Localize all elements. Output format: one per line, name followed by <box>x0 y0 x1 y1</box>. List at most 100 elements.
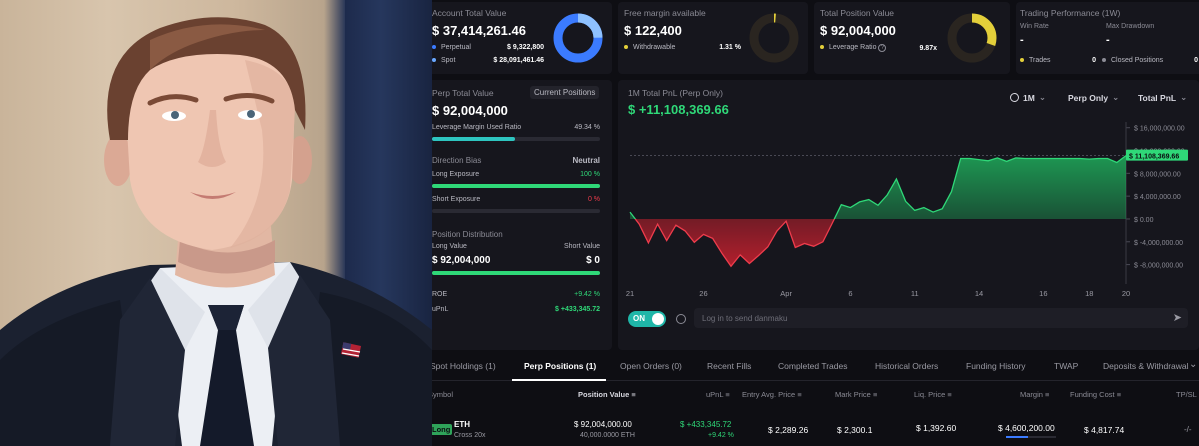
x-tick-label: 11 <box>911 289 919 298</box>
sort-icon: ≡ <box>872 390 878 399</box>
y-tick-label: $ 4,000,000.00 <box>1134 194 1181 201</box>
upnl-cell: $ +433,345.72 <box>680 420 732 429</box>
chevron-down-icon: ⌄ <box>1180 92 1188 102</box>
leverage-margin-bar <box>432 137 600 141</box>
side-badge: Long <box>432 424 453 435</box>
tab-completed-trades[interactable]: Completed Trades <box>778 361 848 371</box>
y-tick-label: $ 16,000,000.00 <box>1134 126 1185 133</box>
sort-icon: ≡ <box>947 390 952 399</box>
max-drawdown-label: Max Drawdown <box>1106 23 1155 30</box>
current-value-badge <box>1126 149 1188 161</box>
account-value-card: Account Total Value $ 37,414,261.46 Perp… <box>432 2 612 74</box>
active-tab-underline <box>512 379 606 381</box>
account-perpetual-row: Perpetual $ 9,322,800 <box>432 44 544 51</box>
margin-donut-chart <box>749 13 799 63</box>
x-tick-label: 21 <box>626 289 634 298</box>
long-exposure-fill <box>432 184 600 188</box>
person-illustration <box>0 17 432 446</box>
col-entry-price[interactable]: Entry Avg. Price ≡ <box>742 390 802 399</box>
long-exposure-label: Long Exposure <box>432 171 480 178</box>
distribution-bar <box>432 271 600 275</box>
mark-price-cell: $ 2,300.1 <box>837 425 873 435</box>
withdrawable-value: 1.31 % <box>719 44 741 51</box>
closed-dot-icon <box>1102 58 1106 63</box>
margin-usage-bar <box>1006 436 1056 438</box>
settings-icon[interactable] <box>676 314 686 324</box>
danmaku-toggle[interactable]: ON <box>628 311 666 327</box>
col-position-value[interactable]: Position Value ≡ <box>578 390 636 399</box>
pnl-area-chart: $ 16,000,000.00$ 12,000,000.00$ 8,000,00… <box>626 122 1188 298</box>
sort-icon: ≡ <box>631 390 636 399</box>
leverage-ratio-label: Leverage Ratio <box>829 44 877 51</box>
perp-only-button[interactable]: Perp Only ⌄ <box>1068 92 1119 103</box>
leverage-margin-label: Leverage Margin Used Ratio <box>432 124 522 131</box>
pnl-chart-card: 1M Total PnL (Perp Only) $ +11,108,369.6… <box>618 80 1199 350</box>
col-funding-cost[interactable]: Funding Cost ≡ <box>1070 390 1121 399</box>
col-position-value-label: Position Value <box>578 390 630 399</box>
account-spot-row: Spot $ 28,091,461.46 <box>432 57 544 64</box>
pnl-chart-label: 1M Total PnL (Perp Only) <box>628 88 723 98</box>
trades-value: 0 <box>1092 57 1096 64</box>
col-symbol[interactable]: Symbol <box>432 390 454 399</box>
leverage-dot-icon <box>820 45 824 50</box>
col-upnl-label: uPnL <box>706 390 724 399</box>
closed-positions-value: 0 <box>1194 57 1198 64</box>
time-range-button[interactable]: 1M ⌄ <box>1010 92 1046 103</box>
trading-performance-card: Trading Performance (1W) Win Rate - Max … <box>1016 2 1199 74</box>
sort-icon: ≡ <box>1116 390 1122 399</box>
roe-label: ROE <box>432 291 448 298</box>
leverage-margin-row: Leverage Margin Used Ratio 49.34 % <box>432 124 600 131</box>
short-exposure-label: Short Exposure <box>432 196 481 203</box>
col-margin[interactable]: Margin ≡ <box>1020 390 1049 399</box>
current-positions-button[interactable]: Current Positions <box>530 86 600 99</box>
leverage-ratio-row: Leverage Ratio ? 9.87x <box>820 44 937 52</box>
info-icon[interactable]: ? <box>878 44 887 52</box>
x-tick-label: 26 <box>699 289 707 298</box>
tab-deposits-withdrawals[interactable]: Deposits & Withdrawals <box>1103 361 1189 371</box>
col-liq-price-label: Liq. Price <box>914 390 946 399</box>
perp-total-label: Perp Total Value <box>432 88 494 98</box>
account-value-label: Account Total Value <box>432 8 507 18</box>
trading-dashboard: Account Total Value $ 37,414,261.46 Perp… <box>432 0 1199 446</box>
withdrawable-row: Withdrawable 1.31 % <box>624 44 741 51</box>
leverage-margin-value: 49.34 % <box>574 124 600 131</box>
y-tick-label: $ -8,000,000.00 <box>1134 263 1183 270</box>
col-upnl[interactable]: uPnL ≡ <box>706 390 730 399</box>
x-tick-label: 6 <box>848 289 852 298</box>
x-tick-label: 14 <box>975 289 983 298</box>
tab-open-orders[interactable]: Open Orders (0) <box>620 361 682 371</box>
chevron-down-icon[interactable]: ⌄ <box>1189 359 1198 370</box>
clock-icon <box>1010 93 1019 102</box>
perpetual-value: $ 9,322,800 <box>507 44 544 51</box>
margin-mode: Cross 20x <box>454 432 486 439</box>
send-icon[interactable]: ➤ <box>1172 312 1182 324</box>
tab-recent-fills[interactable]: Recent Fills <box>707 361 752 371</box>
col-mark-price-label: Mark Price <box>835 390 871 399</box>
x-tick-label: 16 <box>1039 289 1047 298</box>
leverage-ratio-value: 9.87x <box>919 44 937 52</box>
total-pnl-button[interactable]: Total PnL ⌄ <box>1138 92 1187 103</box>
toggle-knob <box>652 313 664 325</box>
position-value: $ 92,004,000.00 <box>574 420 632 429</box>
upnl-row: uPnL $ +433,345.72 <box>432 306 600 313</box>
trades-label: Trades <box>1029 57 1051 64</box>
perp-total-value: $ 92,004,000 <box>432 103 508 118</box>
tab-twap[interactable]: TWAP <box>1054 361 1079 371</box>
position-size: 40,000.0000 ETH <box>580 432 635 439</box>
tab-spot-holdings[interactable]: Spot Holdings (1) <box>432 361 496 371</box>
col-tpsl[interactable]: TP/SL <box>1176 390 1197 399</box>
tab-historical-orders[interactable]: Historical Orders <box>875 361 939 371</box>
col-mark-price[interactable]: Mark Price ≡ <box>835 390 877 399</box>
chevron-down-icon: ⌄ <box>1112 92 1120 102</box>
short-value-label: Short Value <box>563 243 600 250</box>
upnl-label: uPnL <box>432 306 449 313</box>
tab-perp-positions[interactable]: Perp Positions (1) <box>524 361 597 371</box>
current-value-label: $ 11,108,369.66 <box>1129 154 1179 161</box>
tab-funding-history[interactable]: Funding History <box>966 361 1026 371</box>
col-liq-price[interactable]: Liq. Price ≡ <box>914 390 952 399</box>
free-margin-card: Free margin available $ 122,400 Withdraw… <box>618 2 808 74</box>
danmaku-input[interactable]: Log in to send danmaku ➤ <box>694 308 1188 328</box>
tpsl-cell: -/- <box>1184 425 1192 434</box>
total-position-value: $ 92,004,000 <box>820 23 896 38</box>
table-row[interactable]: Long ETH Cross 20x $ 92,004,000.00 40,00… <box>432 410 1199 446</box>
